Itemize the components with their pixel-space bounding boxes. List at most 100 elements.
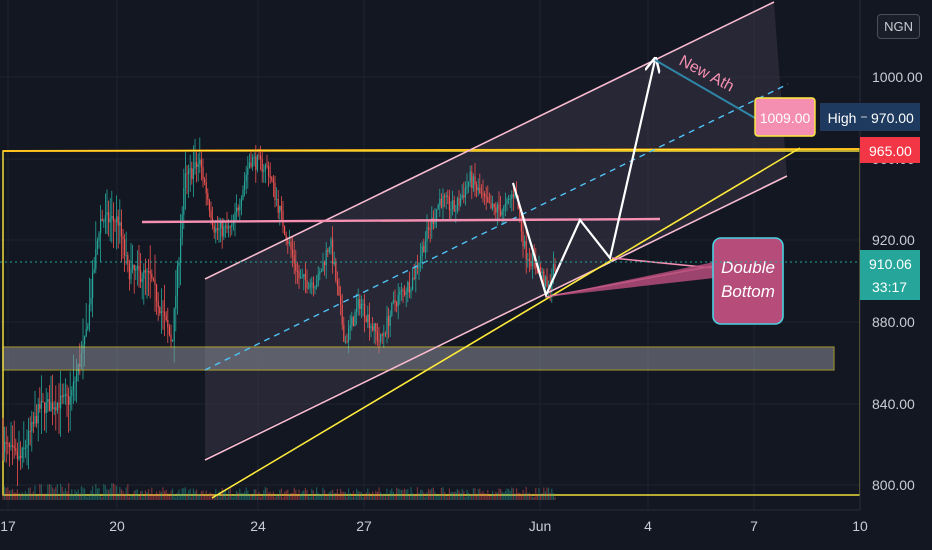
candle-body — [546, 276, 548, 287]
candle-body — [223, 226, 225, 237]
candle-countdown: 33:17 — [872, 279, 907, 295]
volume-bar — [536, 494, 538, 500]
candle-body — [311, 282, 313, 284]
candle-body — [488, 202, 490, 204]
volume-bar — [284, 491, 286, 500]
candle-body — [16, 450, 18, 460]
volume-bar — [164, 490, 166, 500]
candle-body — [396, 302, 398, 307]
volume-bar — [413, 494, 415, 500]
candle-body — [423, 246, 425, 253]
candle-body — [372, 326, 374, 331]
candle-body — [493, 203, 495, 208]
candle-body — [292, 249, 294, 256]
volume-bar — [234, 493, 236, 500]
volume-bar — [338, 493, 340, 500]
volume-bar — [488, 495, 490, 500]
candle-body — [317, 274, 319, 285]
candle-body — [303, 274, 305, 277]
candle-body — [162, 311, 164, 313]
volume-bar — [362, 496, 364, 500]
candle-body — [400, 290, 402, 292]
volume-bar — [8, 490, 10, 500]
volume-bar — [472, 488, 474, 500]
volume-bar — [29, 487, 31, 500]
volume-bar — [109, 488, 111, 500]
volume-bar — [416, 487, 418, 500]
candle-body — [362, 303, 364, 305]
candle-body — [381, 334, 383, 336]
projection-path — [511, 60, 655, 299]
time-axis[interactable] — [0, 510, 932, 550]
candle-body — [327, 250, 329, 252]
volume-bar — [309, 496, 311, 500]
candle-body — [111, 216, 113, 219]
candle-body — [450, 208, 452, 211]
candle-body — [108, 212, 110, 223]
candle-body — [373, 323, 375, 331]
candle-body — [460, 198, 462, 206]
volume-bar — [450, 492, 452, 500]
volume-bar — [407, 488, 409, 500]
candle-body — [228, 226, 230, 229]
volume-bar — [175, 496, 177, 500]
candle-body — [490, 203, 492, 209]
candle-body — [93, 268, 95, 273]
candle-body — [60, 395, 62, 409]
candle-body — [528, 259, 530, 262]
candle-body — [24, 447, 26, 449]
volume-bar — [412, 492, 414, 500]
volume-bar — [378, 487, 380, 500]
candle-body — [135, 268, 137, 271]
candle-body — [530, 261, 532, 267]
candle-body — [100, 218, 102, 234]
volume-bar — [116, 485, 118, 500]
volume-bar — [4, 486, 6, 500]
last-price-value: 910.06 — [869, 256, 912, 272]
volume-bar — [55, 487, 57, 500]
candle-body — [258, 155, 260, 157]
double-bottom-label-line1: Double — [721, 258, 775, 277]
volume-bar — [10, 489, 12, 500]
volume-bar — [365, 492, 367, 500]
volume-bar — [39, 484, 41, 500]
candle-body — [37, 404, 39, 424]
volume-bar — [308, 493, 310, 500]
candle-body — [386, 316, 388, 334]
volume-bar — [301, 491, 303, 500]
candle-body — [173, 308, 175, 341]
volume-bar — [264, 487, 266, 500]
currency-button[interactable]: NGN — [877, 14, 920, 39]
volume-bar — [285, 490, 287, 500]
x-tick-label: 27 — [356, 518, 372, 534]
volume-bar — [96, 488, 98, 500]
candle-body — [376, 331, 378, 341]
volume-bar — [87, 496, 89, 500]
candle-body — [295, 263, 297, 271]
candle-body — [194, 162, 196, 169]
volume-bar — [221, 488, 223, 500]
volume-bar — [168, 496, 170, 500]
volume-bar — [232, 496, 234, 500]
candle-body — [452, 200, 454, 209]
candle-body — [429, 228, 431, 230]
candle-body — [514, 194, 516, 198]
volume-bar — [143, 496, 145, 500]
volume-bar — [272, 491, 274, 500]
volume-bar — [157, 494, 159, 500]
volume-bar — [258, 491, 260, 500]
candle-body — [239, 206, 241, 211]
volume-bar — [386, 488, 388, 500]
volume-bar — [140, 491, 142, 500]
candle-body — [234, 212, 236, 223]
candle-body — [104, 215, 106, 222]
volume-bar — [516, 488, 518, 500]
volume-bar — [231, 494, 233, 500]
candle-body — [56, 402, 58, 411]
volume-bar — [197, 494, 199, 500]
candle-body — [412, 277, 414, 291]
volume-bar — [247, 490, 249, 500]
volume-bar — [397, 488, 399, 500]
